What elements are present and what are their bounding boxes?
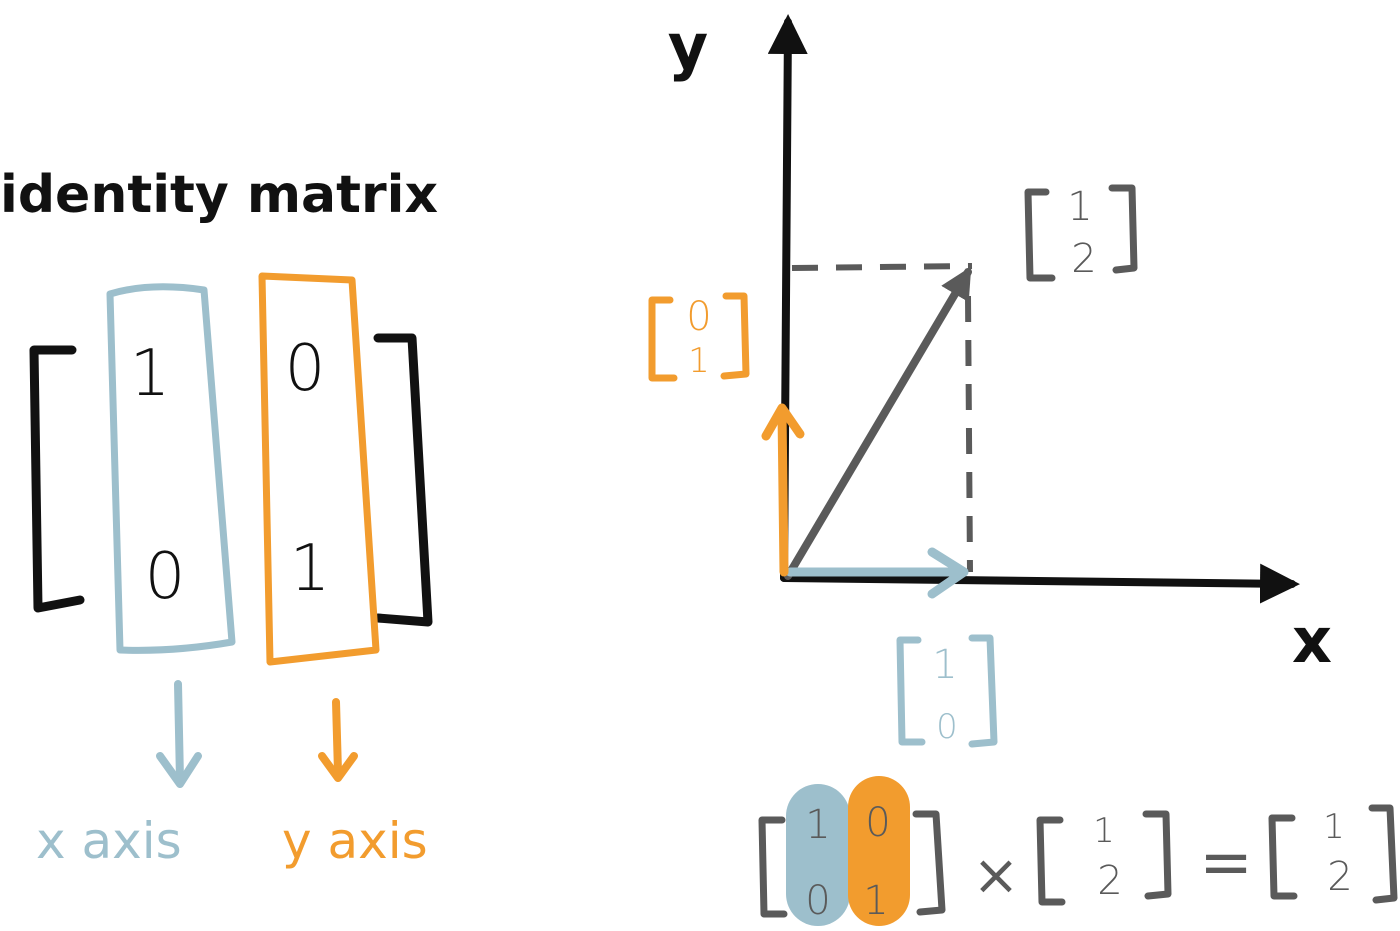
equation-matrix-2-2: 1 bbox=[863, 878, 888, 924]
equation-matrix-left-bracket bbox=[758, 816, 788, 918]
equation-vector-left-bracket bbox=[1036, 816, 1066, 906]
projection-horizontal-dashed bbox=[791, 263, 973, 271]
equation-vector-top: 1 bbox=[1093, 811, 1115, 851]
equation-matrix-right-bracket bbox=[912, 810, 946, 916]
matrix-entry-2-2: 1 bbox=[290, 532, 331, 606]
equation-column-2-highlight bbox=[848, 776, 910, 926]
x-axis-down-arrow bbox=[156, 680, 202, 788]
matrix-right-bracket bbox=[373, 333, 433, 627]
vector-e1-bottom: 0 bbox=[936, 707, 958, 747]
projection-vertical-dashed bbox=[965, 295, 973, 573]
x-axis-line bbox=[780, 563, 1300, 604]
equation-result-top: 1 bbox=[1323, 807, 1345, 847]
matrix-entry-2-1: 0 bbox=[145, 540, 186, 614]
result-vector-arrow bbox=[784, 266, 972, 580]
basis-vector-e2-arrow bbox=[761, 403, 805, 577]
matrix-entry-1-1: 1 bbox=[130, 337, 171, 411]
equation-result-left-bracket bbox=[1268, 814, 1298, 900]
vector-e2-top: 0 bbox=[686, 294, 711, 340]
basis-vector-e1-arrow bbox=[785, 547, 969, 599]
vector-label-e1: 1 0 bbox=[896, 634, 998, 748]
identity-matrix-title: identity matrix bbox=[0, 165, 438, 225]
vector-e1-top: 1 bbox=[932, 642, 957, 688]
vector-label-result: 1 2 bbox=[1024, 184, 1138, 282]
equation-result-bottom: 2 bbox=[1327, 854, 1352, 900]
y-axis-label: y bbox=[668, 10, 708, 83]
equation-vector-right-bracket bbox=[1142, 810, 1172, 900]
equation-vector-bottom: 2 bbox=[1097, 858, 1122, 904]
column-2-highlight bbox=[258, 272, 380, 666]
x-axis-caption: x axis bbox=[36, 812, 182, 870]
vector-result-top: 1 bbox=[1067, 184, 1092, 230]
matrix-entry-1-2: 0 bbox=[285, 332, 326, 406]
equation-matrix-1-1: 1 bbox=[805, 802, 830, 848]
equation-matrix-1-2: 0 bbox=[865, 800, 890, 846]
matrix-left-bracket bbox=[29, 345, 85, 613]
equation: 1 0 0 1 × 1 2 = 1 2 bbox=[758, 776, 1398, 926]
y-axis-caption: y axis bbox=[282, 812, 428, 870]
vector-label-e2: 0 1 bbox=[648, 292, 750, 382]
equation-matrix-2-1: 0 bbox=[805, 878, 830, 924]
vector-e2-bottom: 1 bbox=[688, 341, 710, 381]
vector-result-bottom: 2 bbox=[1071, 236, 1096, 282]
equation-result-right-bracket bbox=[1368, 804, 1398, 904]
x-axis-label: x bbox=[1292, 604, 1332, 677]
column-1-highlight bbox=[106, 283, 236, 654]
equation-equals-sign: = bbox=[1199, 826, 1253, 900]
equation-column-1-highlight bbox=[786, 784, 850, 926]
equation-times-sign: × bbox=[973, 843, 1020, 908]
y-axis-down-arrow bbox=[318, 698, 358, 782]
